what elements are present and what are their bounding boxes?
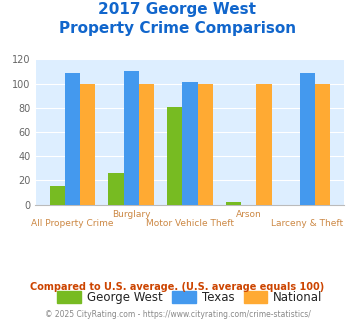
Bar	[139, 83, 154, 205]
Text: Motor Vehicle Theft: Motor Vehicle Theft	[146, 219, 234, 228]
Bar	[182, 82, 198, 205]
Text: © 2025 CityRating.com - https://www.cityrating.com/crime-statistics/: © 2025 CityRating.com - https://www.city…	[45, 310, 310, 319]
Bar	[50, 186, 65, 205]
Text: Larceny & Theft: Larceny & Theft	[271, 219, 344, 228]
Bar	[65, 73, 80, 205]
Bar	[124, 72, 139, 205]
Bar	[300, 73, 315, 205]
Bar	[226, 202, 241, 205]
Text: Arson: Arson	[236, 210, 262, 218]
Text: Property Crime Comparison: Property Crime Comparison	[59, 21, 296, 36]
Legend: George West, Texas, National: George West, Texas, National	[53, 286, 327, 309]
Text: Compared to U.S. average. (U.S. average equals 100): Compared to U.S. average. (U.S. average …	[31, 282, 324, 292]
Text: Burglary: Burglary	[112, 210, 151, 218]
Bar	[256, 83, 272, 205]
Bar	[198, 83, 213, 205]
Text: All Property Crime: All Property Crime	[31, 219, 114, 228]
Bar	[80, 83, 95, 205]
Text: 2017 George West: 2017 George West	[98, 2, 257, 16]
Bar	[167, 107, 182, 205]
Bar	[108, 173, 124, 205]
Bar	[315, 83, 330, 205]
